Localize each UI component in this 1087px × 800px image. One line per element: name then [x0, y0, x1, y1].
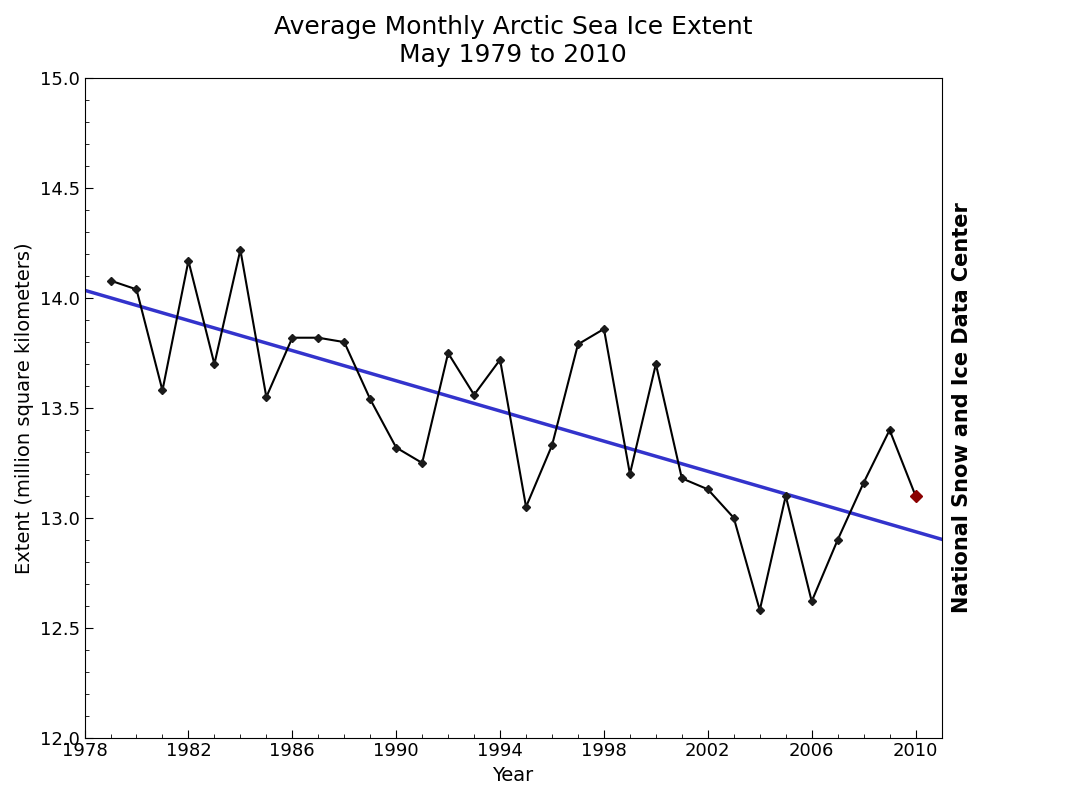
Title: Average Monthly Arctic Sea Ice Extent
May 1979 to 2010: Average Monthly Arctic Sea Ice Extent Ma…: [274, 15, 752, 66]
Y-axis label: Extent (million square kilometers): Extent (million square kilometers): [15, 242, 34, 574]
X-axis label: Year: Year: [492, 766, 534, 785]
Text: National Snow and Ice Data Center: National Snow and Ice Data Center: [952, 202, 973, 614]
